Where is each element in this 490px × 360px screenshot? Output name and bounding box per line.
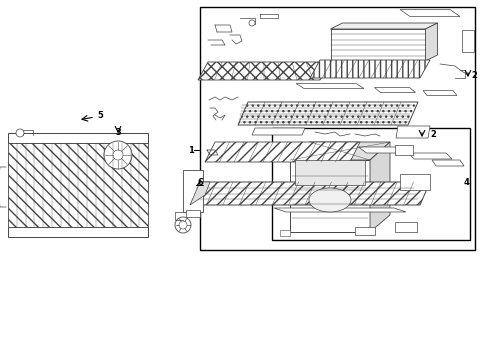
Text: 4: 4 (463, 177, 469, 186)
Polygon shape (400, 9, 460, 17)
Text: 6: 6 (197, 177, 203, 186)
Circle shape (175, 217, 191, 233)
Polygon shape (330, 23, 438, 29)
Polygon shape (396, 126, 430, 138)
Polygon shape (290, 160, 370, 232)
Text: 5: 5 (97, 111, 103, 120)
Text: 2: 2 (430, 130, 436, 139)
Bar (100, 137, 136, 173)
Text: 2: 2 (471, 71, 477, 80)
Polygon shape (198, 62, 330, 80)
Bar (200, 7, 475, 250)
Bar (272, 128, 470, 240)
Bar (186, 210, 200, 217)
Text: 3: 3 (115, 127, 121, 136)
Circle shape (179, 221, 187, 229)
Polygon shape (432, 160, 464, 166)
Text: 1: 1 (188, 145, 194, 154)
Polygon shape (296, 84, 364, 89)
Polygon shape (290, 142, 390, 160)
Bar (462, 30, 474, 52)
Polygon shape (238, 102, 418, 125)
Polygon shape (190, 182, 430, 205)
Polygon shape (252, 128, 305, 135)
Polygon shape (274, 208, 406, 212)
Polygon shape (330, 29, 425, 61)
Polygon shape (295, 160, 365, 185)
Bar (400, 174, 430, 190)
Bar (395, 222, 417, 232)
Polygon shape (425, 23, 438, 61)
Bar (395, 145, 413, 155)
Polygon shape (205, 142, 360, 162)
Polygon shape (8, 143, 148, 227)
Polygon shape (423, 90, 457, 95)
Bar (280, 230, 290, 236)
Polygon shape (408, 153, 452, 159)
Polygon shape (370, 142, 390, 232)
Polygon shape (374, 87, 416, 93)
Circle shape (104, 141, 132, 169)
Ellipse shape (309, 188, 351, 212)
Polygon shape (190, 182, 210, 205)
Polygon shape (310, 60, 430, 78)
Bar (8, 227, 148, 237)
Bar (8, 133, 148, 143)
Circle shape (16, 129, 24, 137)
Polygon shape (359, 147, 412, 153)
Circle shape (113, 150, 123, 160)
Bar (183, 170, 203, 212)
Circle shape (249, 20, 255, 26)
Bar (355, 227, 375, 235)
